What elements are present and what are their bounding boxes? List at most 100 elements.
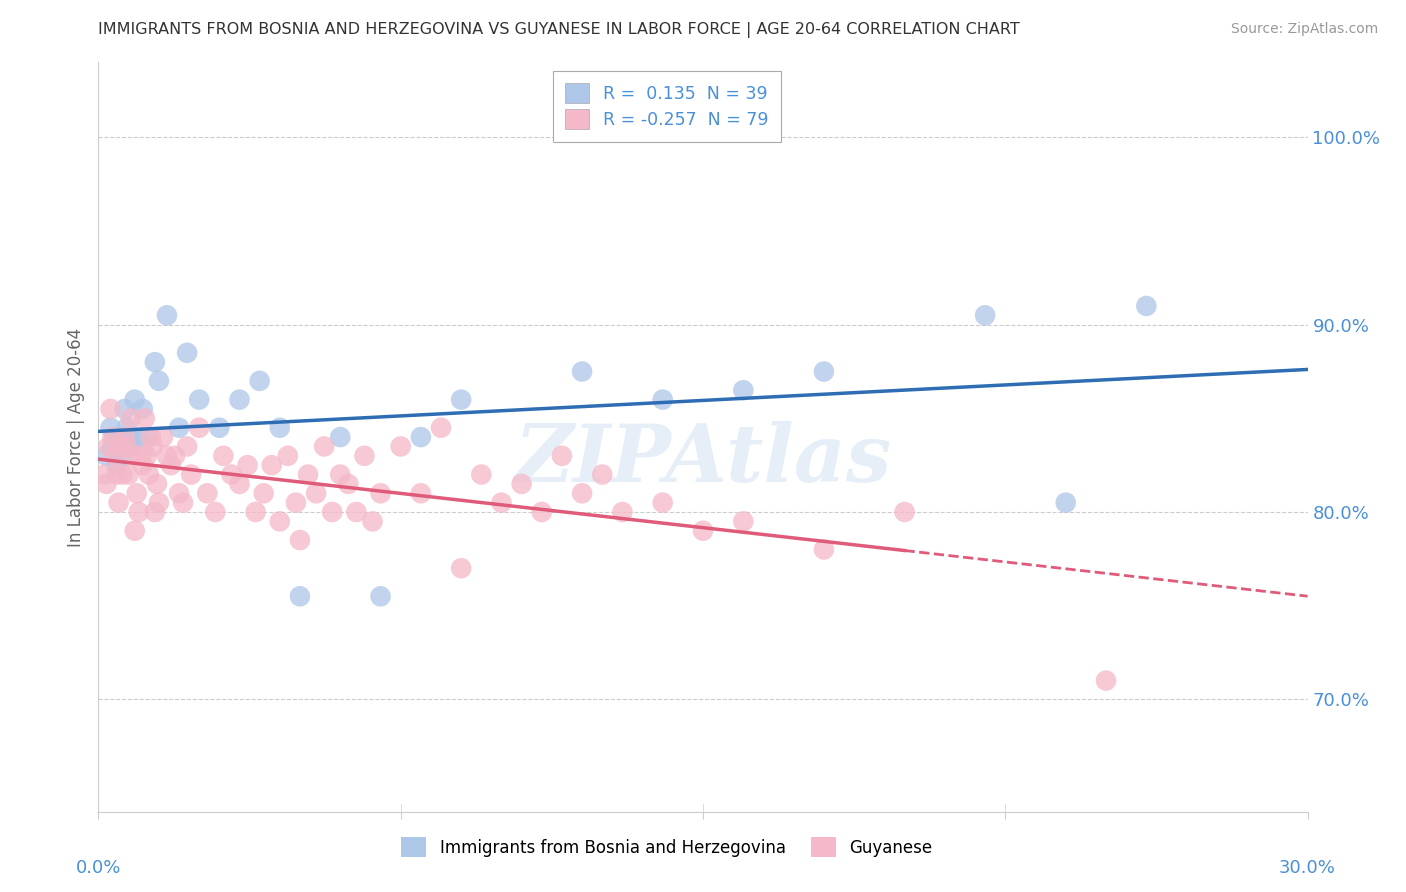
Point: [176, 346, 198, 360]
Point: [651, 496, 673, 510]
Point: [591, 467, 613, 482]
Point: [103, 430, 125, 444]
Point: [105, 458, 128, 472]
Point: [370, 589, 392, 603]
Point: [344, 505, 367, 519]
Point: [571, 486, 593, 500]
Point: [132, 401, 155, 416]
Point: [124, 524, 146, 538]
Point: [129, 449, 152, 463]
Point: [212, 449, 235, 463]
Point: [353, 449, 375, 463]
Point: [163, 449, 186, 463]
Point: [733, 514, 755, 528]
Legend: Immigrants from Bosnia and Herzegovina, Guyanese: Immigrants from Bosnia and Herzegovina, …: [395, 830, 939, 863]
Point: [101, 430, 124, 444]
Point: [100, 401, 122, 416]
Point: [813, 365, 835, 379]
Point: [114, 430, 136, 444]
Point: [450, 392, 472, 407]
Point: [121, 449, 143, 463]
Point: [692, 524, 714, 538]
Point: [1095, 673, 1118, 688]
Point: [733, 384, 755, 398]
Point: [100, 420, 122, 434]
Point: [329, 430, 352, 444]
Point: [93, 467, 115, 482]
Point: [96, 449, 118, 463]
Point: [409, 486, 432, 500]
Text: IMMIGRANTS FROM BOSNIA AND HERZEGOVINA VS GUYANESE IN LABOR FORCE | AGE 20-64 CO: IMMIGRANTS FROM BOSNIA AND HERZEGOVINA V…: [98, 22, 1021, 38]
Point: [118, 430, 141, 444]
Point: [491, 496, 513, 510]
Point: [110, 439, 132, 453]
Point: [139, 430, 162, 444]
Point: [337, 477, 360, 491]
Text: Source: ZipAtlas.com: Source: ZipAtlas.com: [1230, 22, 1378, 37]
Point: [530, 505, 553, 519]
Point: [120, 411, 142, 425]
Point: [288, 533, 311, 547]
Point: [160, 458, 183, 472]
Point: [167, 420, 190, 434]
Point: [96, 477, 118, 491]
Point: [138, 467, 160, 482]
Point: [180, 467, 202, 482]
Point: [284, 496, 307, 510]
Point: [571, 365, 593, 379]
Point: [288, 589, 311, 603]
Point: [253, 486, 276, 500]
Point: [115, 420, 138, 434]
Point: [152, 430, 174, 444]
Point: [228, 477, 250, 491]
Point: [245, 505, 267, 519]
Point: [148, 374, 170, 388]
Point: [167, 486, 190, 500]
Point: [135, 430, 157, 444]
Point: [361, 514, 384, 528]
Point: [107, 439, 129, 453]
Point: [156, 308, 179, 322]
Point: [124, 392, 146, 407]
Point: [188, 420, 211, 434]
Point: [111, 449, 134, 463]
Point: [156, 449, 179, 463]
Y-axis label: In Labor Force | Age 20-64: In Labor Force | Age 20-64: [66, 327, 84, 547]
Point: [974, 308, 997, 322]
Point: [228, 392, 250, 407]
Point: [450, 561, 472, 575]
Point: [128, 505, 150, 519]
Point: [128, 430, 150, 444]
Point: [103, 449, 125, 463]
Point: [813, 542, 835, 557]
Point: [551, 449, 574, 463]
Point: [470, 467, 492, 482]
Point: [143, 355, 166, 369]
Point: [114, 401, 136, 416]
Point: [115, 439, 138, 453]
Point: [195, 486, 218, 500]
Point: [297, 467, 319, 482]
Point: [105, 467, 128, 482]
Point: [409, 430, 432, 444]
Point: [269, 514, 291, 528]
Point: [269, 420, 291, 434]
Point: [321, 505, 343, 519]
Point: [260, 458, 283, 472]
Point: [142, 439, 165, 453]
Point: [305, 486, 328, 500]
Point: [120, 439, 142, 453]
Point: [389, 439, 412, 453]
Point: [1135, 299, 1157, 313]
Point: [110, 430, 132, 444]
Point: [101, 439, 124, 453]
Point: [172, 496, 194, 510]
Point: [221, 467, 243, 482]
Text: 0.0%: 0.0%: [76, 858, 121, 877]
Point: [651, 392, 673, 407]
Point: [132, 458, 155, 472]
Point: [208, 420, 231, 434]
Point: [125, 486, 148, 500]
Point: [430, 420, 453, 434]
Point: [204, 505, 226, 519]
